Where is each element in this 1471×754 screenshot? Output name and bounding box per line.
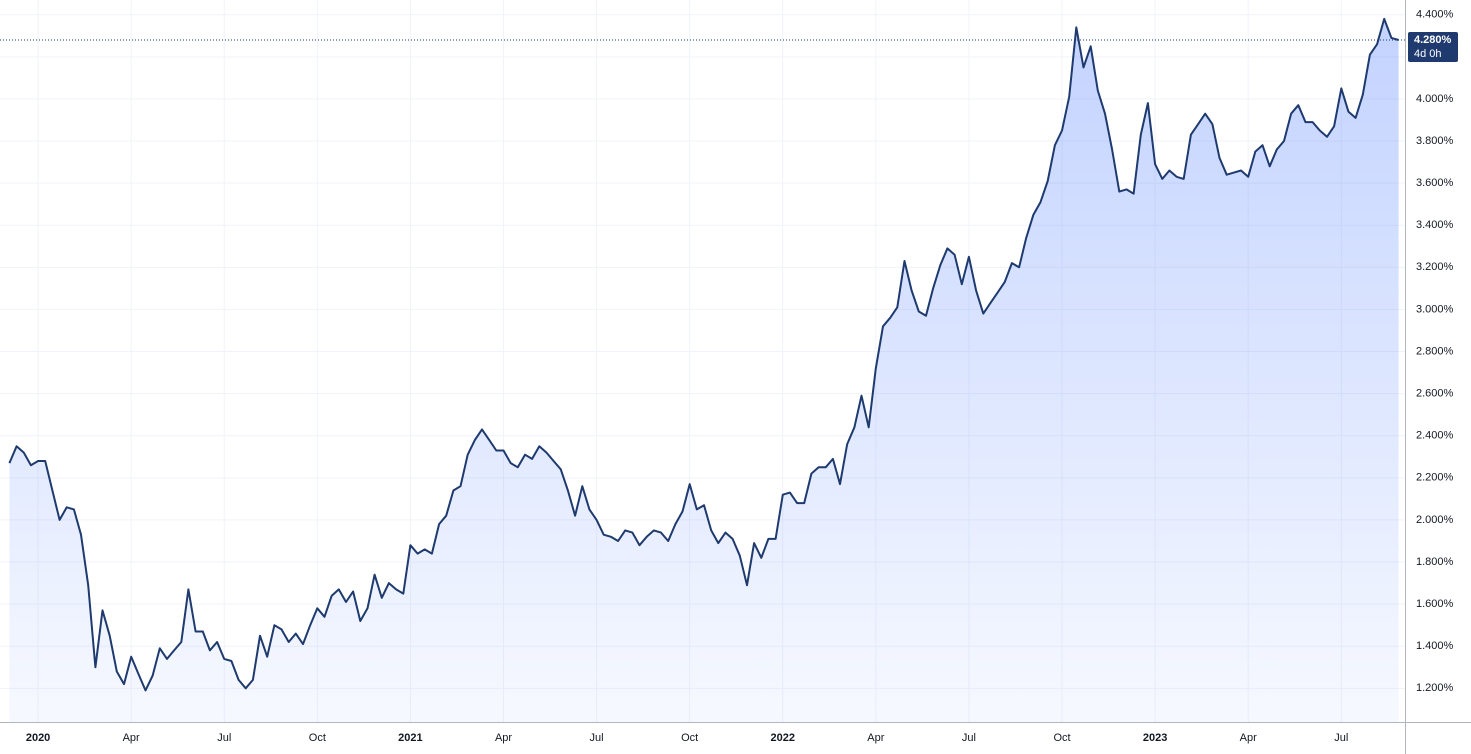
y-tick-label: 3.800% (1416, 135, 1454, 147)
area-fill (9, 18, 1399, 722)
y-tick-label: 2.000% (1416, 514, 1454, 526)
y-tick-label: 2.800% (1416, 345, 1454, 357)
x-tick-label: Apr (1240, 732, 1257, 744)
y-tick-label: 3.600% (1416, 177, 1454, 189)
y-tick-label: 1.600% (1416, 598, 1454, 610)
y-tick-label: 1.400% (1416, 640, 1454, 652)
last-value-label: 4.280% (1414, 34, 1452, 46)
x-tick-label: Jul (590, 732, 604, 744)
y-tick-label: 1.800% (1416, 556, 1454, 568)
y-tick-label: 3.400% (1416, 219, 1454, 231)
x-tick-label: Oct (1053, 732, 1070, 744)
x-tick-label: Jul (962, 732, 976, 744)
y-tick-label: 2.600% (1416, 388, 1454, 400)
y-tick-label: 4.000% (1416, 93, 1454, 105)
last-value-box (1408, 31, 1458, 62)
x-tick-label: 2022 (771, 732, 795, 744)
x-tick-label: Apr (495, 732, 512, 744)
x-tick-label: Oct (309, 732, 326, 744)
x-tick-label: Apr (867, 732, 884, 744)
y-tick-label: 2.400% (1416, 430, 1454, 442)
x-tick-label: Jul (217, 732, 231, 744)
countdown-label: 4d 0h (1414, 48, 1442, 60)
y-tick-label: 1.200% (1416, 682, 1454, 694)
x-tick-label: Oct (681, 732, 698, 744)
price-line (8, 17, 1399, 692)
x-tick-label: 2023 (1143, 732, 1167, 744)
x-tick-label: Jul (1334, 732, 1348, 744)
x-tick-label: 2020 (26, 732, 50, 744)
y-tick-label: 4.400% (1416, 9, 1454, 21)
y-tick-label: 3.000% (1416, 303, 1454, 315)
y-tick-label: 2.200% (1416, 472, 1454, 484)
x-tick-label: Apr (123, 732, 140, 744)
y-tick-label: 3.200% (1416, 261, 1454, 273)
x-tick-label: 2021 (398, 732, 422, 744)
